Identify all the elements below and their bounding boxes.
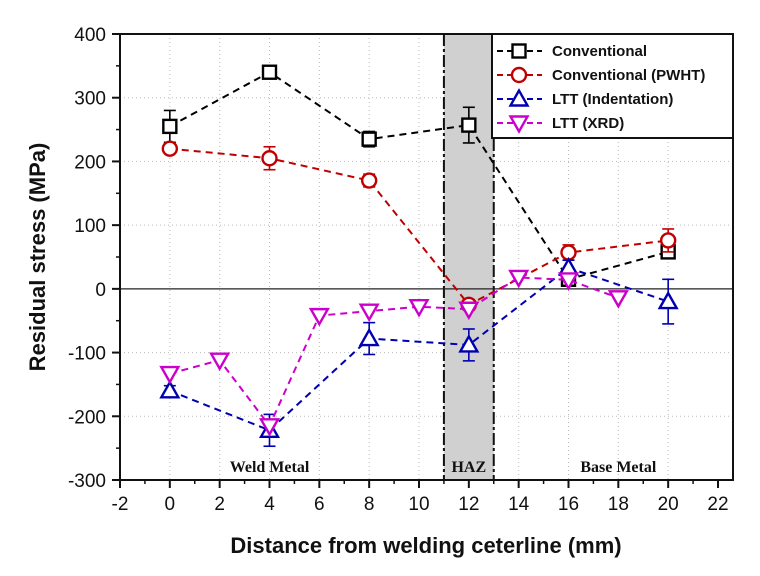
data-point [557,272,580,291]
data-point [458,333,480,353]
data-point [659,232,677,249]
haz-shaded-region [443,34,494,480]
data-point [361,131,377,147]
legend: Conventional Conventional (PWHT) LTT (Inde… [491,33,734,139]
data-point [308,307,330,327]
x-tick-label: 22 [707,494,728,515]
legend-marker [508,115,530,134]
data-point [209,352,231,372]
legend-item: Conventional [497,43,647,60]
legend-marker [508,88,530,107]
y-tick-label: 200 [74,152,106,173]
data-point [408,298,430,318]
legend-label: LTT (XRD) [552,115,624,132]
series-line [169,276,619,428]
data-point [261,64,278,80]
data-point [360,172,378,189]
data-point [159,365,181,385]
data-point [508,269,530,289]
x-tick-label: 10 [408,494,429,515]
series-line [169,71,669,281]
data-point [358,303,380,323]
legend-marker [511,43,527,59]
legend-item: LTT (XRD) [497,115,624,134]
region-label-weld-metal: Weld Metal [230,459,310,476]
series-line [169,147,669,307]
region-labels: Weld Metal HAZ Base Metal [230,459,657,476]
legend-label: LTT (Indentation) [552,91,673,108]
data-point [258,418,281,437]
y-axis-title: Residual stress (MPa) [25,143,50,372]
y-tick-label: 0 [95,280,106,301]
x-tick-label: 4 [264,494,275,515]
data-point [557,256,580,276]
legend-item: LTT (Indentation) [497,88,673,108]
x-tick-label: 18 [608,494,629,515]
x-axis-title: Distance from welding ceterline (mm) [230,533,621,558]
legend-item: Conventional (PWHT) [497,66,705,84]
data-point [458,301,480,321]
region-label-haz: HAZ [451,459,486,476]
series-layer [159,64,679,448]
x-tick-label: 6 [314,494,325,515]
data-point [358,327,380,347]
data-point [607,290,629,309]
x-tick-label: 16 [558,494,579,515]
legend-marker [510,66,528,84]
x-tick-label: 14 [508,494,530,515]
y-tick-label: 100 [74,216,106,237]
y-tick-label: 400 [74,25,106,46]
series-ltt-xrd [159,269,629,437]
legend-label: Conventional (PWHT) [552,67,705,84]
data-point [161,140,179,157]
legend-label: Conventional [552,43,647,60]
data-point [261,150,278,167]
x-tick-label: 0 [165,494,176,515]
data-point [159,379,181,399]
x-tick-label: -2 [112,494,129,515]
y-tick-label: 300 [74,89,106,110]
y-axis-ticks: -300 -200 -100 0 100 200 300 400 [68,25,120,492]
x-tick-label: 20 [658,494,679,515]
series-line [169,266,669,432]
y-tick-label: -100 [68,344,106,365]
data-point [461,117,477,133]
region-label-base-metal: Base Metal [580,459,657,476]
x-tick-label: 2 [214,494,225,515]
data-point [162,118,178,135]
x-axis-ticks: -2 0 2 4 6 8 10 12 14 16 18 20 22 [112,480,729,515]
y-tick-label: -200 [68,407,106,428]
x-tick-label: 8 [364,494,375,515]
data-point [657,290,679,310]
x-tick-label: 12 [458,494,479,515]
y-tick-label: -300 [68,471,106,492]
